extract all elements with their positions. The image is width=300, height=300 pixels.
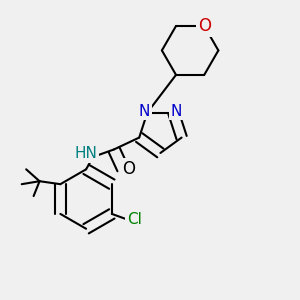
Text: N: N — [171, 104, 182, 119]
Text: Cl: Cl — [127, 212, 142, 227]
Text: O: O — [122, 160, 135, 178]
Text: N: N — [139, 104, 150, 119]
Text: O: O — [198, 17, 211, 35]
Text: HN: HN — [74, 146, 97, 161]
